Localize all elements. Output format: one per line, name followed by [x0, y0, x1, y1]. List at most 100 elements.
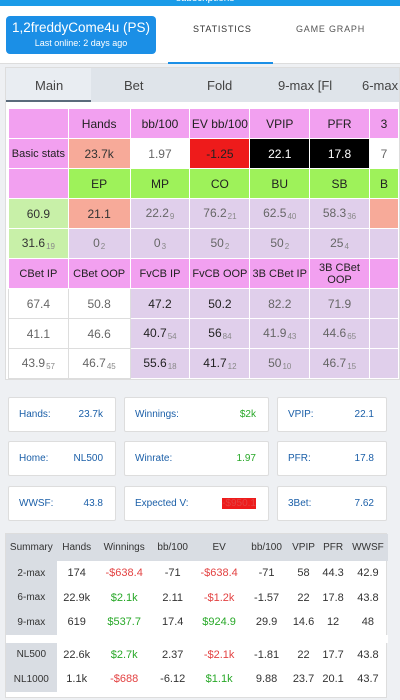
summary-col-header: WWSF	[347, 534, 388, 561]
gap-cell	[6, 634, 388, 643]
cell: 174	[67, 567, 86, 580]
position-header: CO	[189, 168, 251, 199]
stat-value	[368, 198, 399, 229]
stat-value: 50.2	[189, 288, 251, 319]
card-label: Home:	[19, 453, 49, 464]
position-header: BU	[249, 168, 311, 199]
card-label: Expected V:	[135, 498, 189, 509]
stat-value: 76.221	[189, 198, 251, 229]
stat-value: 31.619	[8, 228, 69, 259]
cell: $2.7k	[110, 648, 138, 661]
subtab-9max[interactable]: 9-max [Fl	[278, 78, 333, 93]
card-label: Hands:	[19, 409, 51, 420]
position-header: MP	[129, 168, 191, 199]
cell: 58	[297, 567, 310, 580]
stat-value: 46.745	[67, 348, 131, 379]
stat-value: 67.4	[8, 288, 69, 319]
subtab-6max[interactable]: 6-max	[362, 78, 399, 93]
stat-value: 40.754	[129, 318, 191, 349]
sample-size: 43	[287, 332, 297, 341]
stat-value: 41.712	[189, 348, 251, 379]
card-value: -$950.1	[222, 498, 256, 509]
sub-tabs: Main Bet Fold 9-max [Fl 6-max	[6, 68, 399, 102]
stat-value: 21.1	[67, 198, 131, 229]
stat-value: -1.25	[189, 138, 251, 169]
stat-number: 0	[153, 236, 161, 250]
cell: 2.37	[161, 648, 184, 661]
stats-panel: Main Bet Fold 9-max [Fl 6-max Hands bb/1…	[5, 67, 400, 380]
subtab-fold[interactable]: Fold	[207, 78, 233, 93]
stat-value: 7	[368, 138, 399, 169]
stat-header: 3	[368, 108, 399, 139]
sample-size: 54	[167, 332, 177, 341]
summary-col-header: PFR	[318, 534, 348, 561]
stat-value	[368, 318, 399, 349]
stat-value: 58.336	[309, 198, 370, 229]
subtab-main[interactable]: Main	[35, 78, 64, 93]
sample-size: 36	[347, 212, 357, 221]
player-button[interactable]: 1,2freddyCome4u (PS) Last online: 2 days…	[6, 16, 156, 54]
stat-value: 50.8	[67, 288, 131, 319]
cell: 43.7	[357, 673, 379, 686]
stat-value: 82.2	[249, 288, 311, 319]
tab-statistics[interactable]: STATISTICS	[193, 24, 252, 34]
stat-header: VPIP	[249, 108, 311, 139]
sample-size: 12	[227, 362, 237, 371]
cbet-header: FvCB IP	[129, 258, 191, 289]
card-label: VPIP:	[288, 409, 314, 420]
sample-size: 2	[100, 242, 106, 251]
cell: 2.11	[162, 591, 183, 604]
stat-value: 71.9	[309, 288, 370, 319]
card-label: Winnings:	[135, 409, 179, 420]
tab-game-graph[interactable]: GAME GRAPH	[296, 24, 366, 34]
card-value: 43.8	[83, 498, 103, 509]
card-value: 17.8	[354, 453, 374, 464]
cell: -1.81	[254, 648, 280, 661]
position-header: EP	[67, 168, 131, 199]
cbet-header: FvCB OOP	[189, 258, 251, 289]
stats-table: Hands bb/100 EV bb/100 VPIP PFR 3 Basic …	[8, 108, 399, 379]
stat-value: 254	[309, 228, 370, 259]
cell: 20.1	[322, 673, 344, 686]
cell: -$1.2k	[203, 591, 235, 604]
stat-number: 50	[268, 356, 282, 370]
sample-size: 18	[167, 362, 177, 371]
cell: 43.8	[357, 591, 379, 604]
subtab-indicator	[6, 100, 91, 102]
blank-cell	[8, 168, 69, 199]
stat-header: Hands	[67, 108, 131, 139]
summary-row: 6-max 22.9k $2.1k 2.11 -$1.2k -1.57 22 1…	[6, 585, 388, 610]
stat-value: 22.1	[249, 138, 311, 169]
position-header: B	[368, 168, 399, 199]
stat-value: 41.943	[249, 318, 311, 349]
stat-value: 502	[249, 228, 311, 259]
stat-value: 502	[189, 228, 251, 259]
cell: 44.3	[322, 567, 344, 580]
stat-value: 41.1	[8, 318, 69, 349]
cell: -$688	[110, 673, 139, 686]
stat-number: 43.9	[21, 356, 46, 370]
subtab-bet[interactable]: Bet	[124, 78, 144, 93]
cell: 17.4	[161, 616, 184, 629]
summary-col-header: Summary	[6, 534, 57, 561]
stat-number: 31.6	[21, 236, 46, 250]
sample-size: 10	[282, 362, 292, 371]
row-label: 2-max	[6, 561, 57, 586]
stat-value: 1.97	[129, 138, 191, 169]
summary-col-header: EV	[193, 534, 245, 561]
last-online: Last online: 2 days ago	[34, 38, 128, 48]
card-label: WWSF:	[19, 498, 54, 509]
sample-size: 15	[347, 362, 357, 371]
card-label: Winrate:	[135, 453, 173, 464]
stat-value: 47.2	[129, 288, 191, 319]
sample-size: 3	[161, 242, 167, 251]
cbet-header: 3B CBet IP	[249, 258, 311, 289]
cell: -71	[164, 567, 181, 580]
cbet-header: 3B CBet OOP	[309, 258, 370, 289]
stat-value: 02	[67, 228, 131, 259]
stat-value: 5010	[249, 348, 311, 379]
stat-value: 46.6	[67, 318, 131, 349]
cell: -$638.4	[200, 567, 238, 580]
cell: 48	[361, 616, 375, 629]
summary-row: 2-max 174 -$638.4 -71 -$638.4 -71 58 44.…	[6, 561, 388, 586]
